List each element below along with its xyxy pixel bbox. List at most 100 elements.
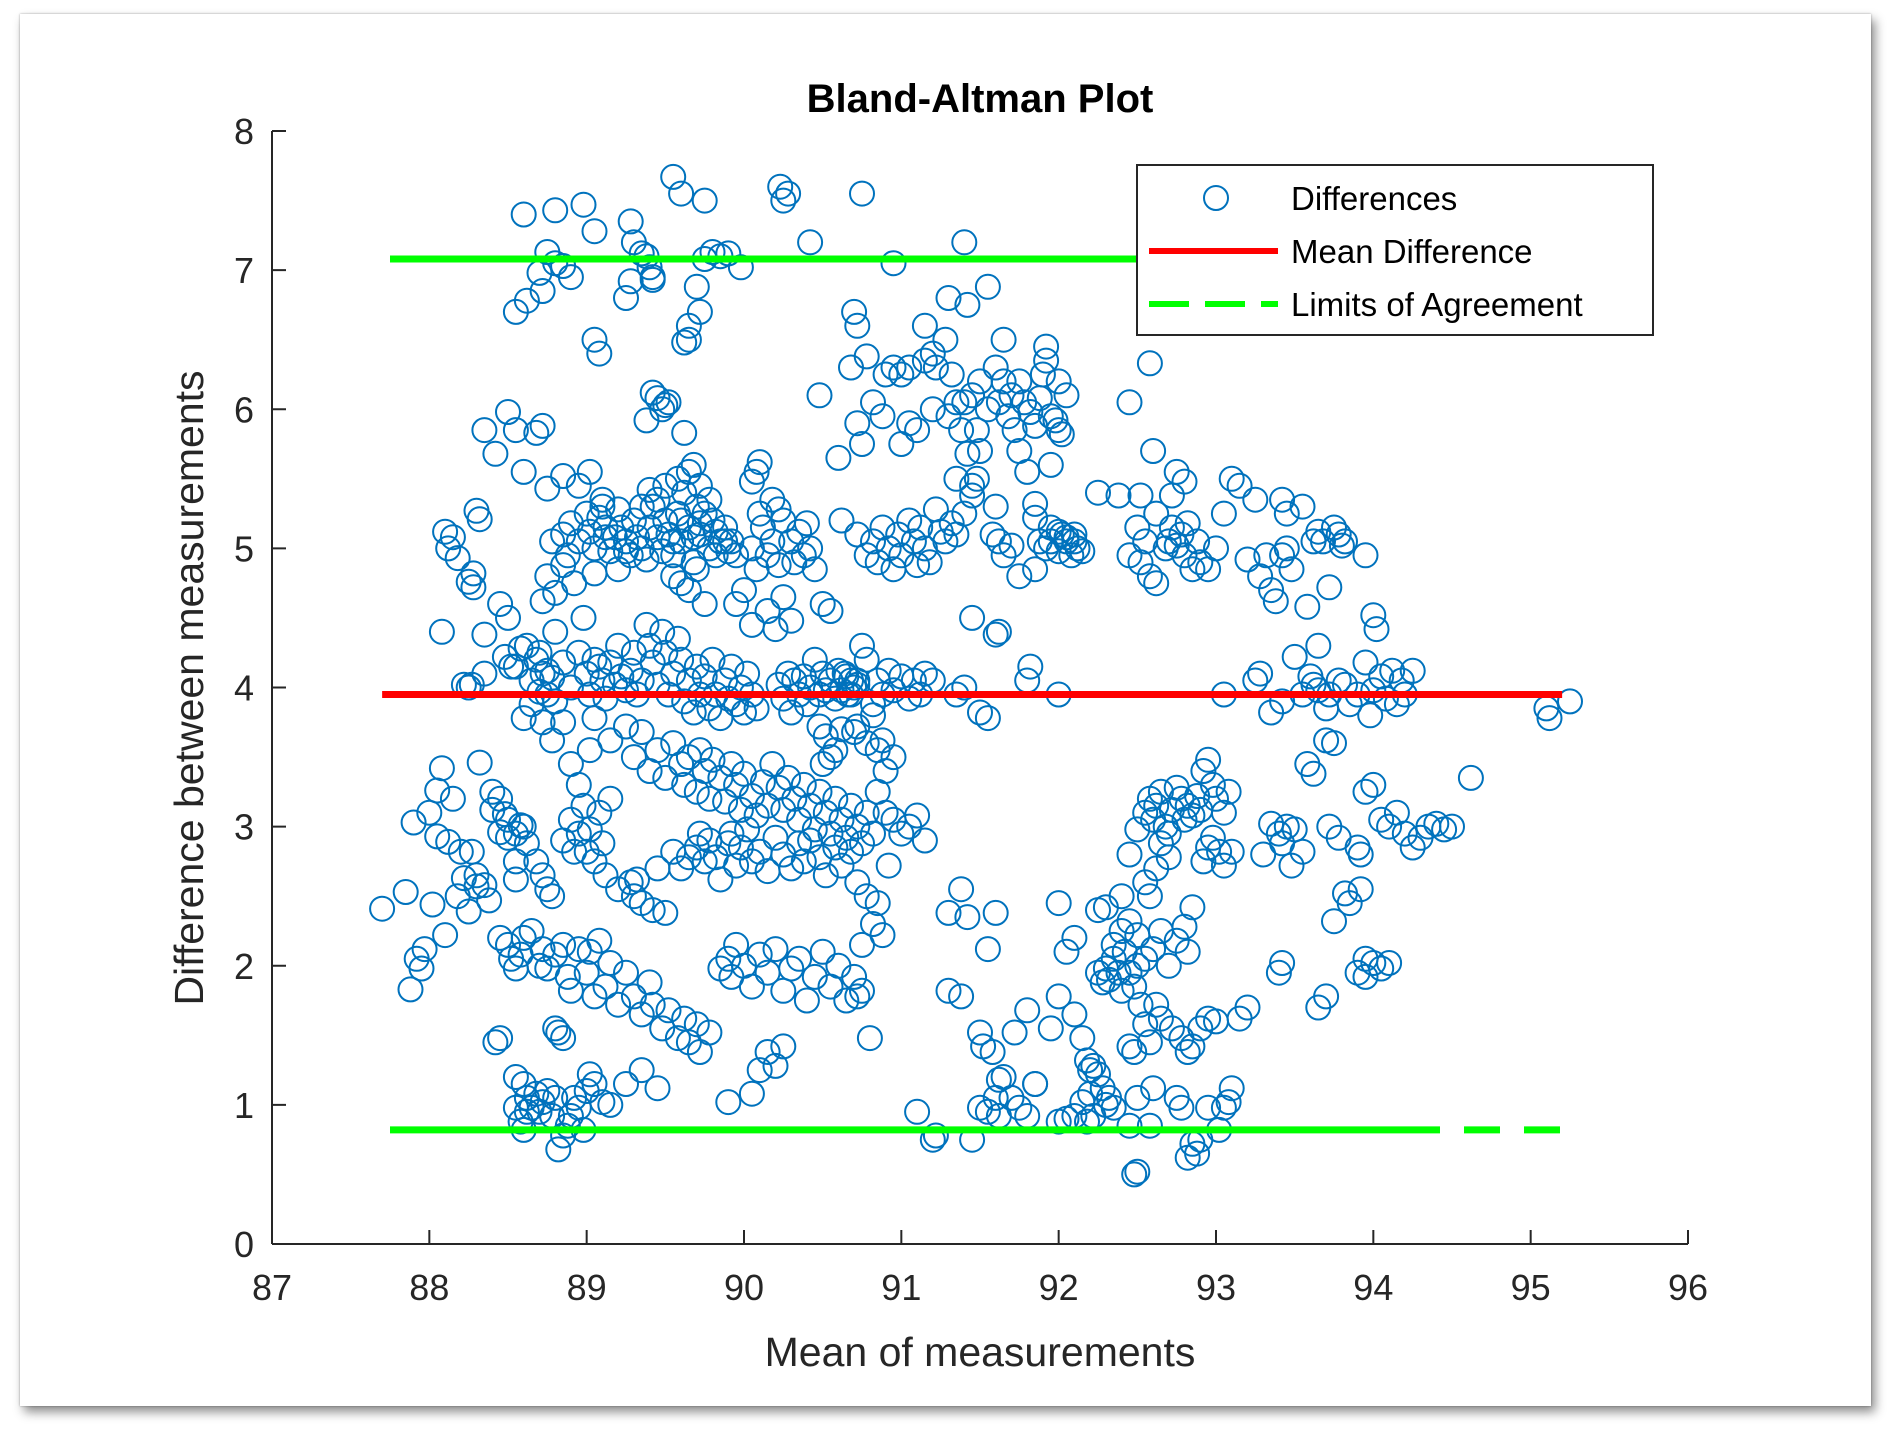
data-point (1281, 816, 1308, 843)
data-point (613, 1071, 639, 1097)
data-point (1074, 1108, 1100, 1135)
data-point (487, 591, 514, 617)
data-point (668, 507, 695, 534)
data-point (460, 574, 487, 601)
data-point (896, 410, 923, 437)
data-point (831, 660, 858, 687)
data-point (1033, 347, 1060, 374)
data-point (1155, 952, 1182, 979)
data-point (576, 1061, 603, 1088)
data-point (822, 785, 849, 812)
y-tick-label: 7 (234, 250, 254, 291)
data-point (849, 431, 875, 457)
data-point (812, 677, 839, 704)
data-point (707, 866, 734, 893)
data-point (880, 250, 907, 277)
data-point (1234, 546, 1261, 573)
data-point (534, 876, 561, 903)
data-point (592, 524, 619, 551)
data-point (1136, 563, 1163, 590)
data-point (1352, 649, 1379, 676)
data-point (1163, 1084, 1190, 1111)
data-point (904, 1098, 931, 1125)
data-point (1045, 890, 1072, 917)
data-point (1045, 983, 1072, 1010)
data-point (1328, 532, 1355, 559)
data-point (1022, 556, 1049, 583)
data-point (1022, 504, 1049, 531)
data-point (959, 604, 986, 631)
data-point (951, 500, 978, 527)
data-point (479, 778, 506, 805)
data-point (849, 180, 875, 207)
data-point (922, 354, 949, 381)
data-point (620, 639, 647, 666)
data-point (482, 440, 509, 467)
data-point (586, 340, 613, 367)
y-tick-label: 1 (234, 1085, 254, 1126)
data-point (652, 392, 679, 419)
data-point (1332, 528, 1358, 555)
data-point (597, 1091, 624, 1118)
data-point (573, 838, 600, 865)
data-point (1017, 399, 1044, 425)
data-point (1045, 368, 1072, 395)
data-point (529, 862, 556, 889)
data-point (466, 506, 493, 533)
data-point (683, 493, 710, 520)
data-point (1029, 361, 1056, 388)
data-point (1048, 421, 1075, 448)
data-point (888, 361, 915, 388)
data-point (1158, 482, 1185, 509)
data-point (439, 785, 466, 812)
data-point (576, 458, 603, 485)
data-point (762, 936, 789, 963)
data-point (502, 417, 529, 444)
data-point (628, 1057, 655, 1084)
data-point (781, 785, 808, 812)
data-point (664, 625, 691, 652)
data-point (529, 936, 556, 963)
data-point (1136, 883, 1163, 910)
data-point (369, 895, 396, 922)
data-point (860, 389, 886, 416)
data-point (770, 187, 797, 214)
data-point (639, 991, 666, 1018)
data-point (1242, 486, 1269, 513)
data-point (691, 500, 718, 527)
data-point (1116, 1033, 1143, 1060)
data-point (1077, 1057, 1104, 1084)
data-point (696, 1019, 723, 1046)
data-point (502, 866, 529, 893)
data-point (754, 1039, 781, 1065)
data-point (435, 535, 462, 562)
x-tick-label: 92 (1039, 1267, 1079, 1308)
data-point (954, 440, 981, 467)
data-point (762, 616, 789, 643)
data-point (990, 326, 1017, 353)
data-point (455, 898, 482, 925)
data-point (1210, 852, 1237, 879)
data-point (916, 549, 943, 576)
data-point (620, 983, 647, 1010)
data-point (828, 507, 855, 534)
data-point (1116, 1112, 1143, 1139)
data-point (759, 751, 786, 777)
data-point (1258, 577, 1285, 604)
data-point (649, 1015, 676, 1042)
data-point (639, 266, 666, 293)
data-point (507, 635, 534, 662)
data-point (880, 806, 907, 833)
data-point (998, 382, 1025, 409)
data-point (1265, 820, 1292, 847)
scatter-points (369, 163, 1583, 1188)
data-point (655, 997, 682, 1024)
data-point (444, 545, 471, 572)
data-point (746, 449, 773, 476)
data-point (471, 621, 498, 648)
data-point (864, 890, 891, 917)
data-point (424, 823, 451, 850)
y-tick-label: 4 (234, 668, 254, 709)
data-point (833, 987, 860, 1014)
data-point (985, 618, 1012, 645)
